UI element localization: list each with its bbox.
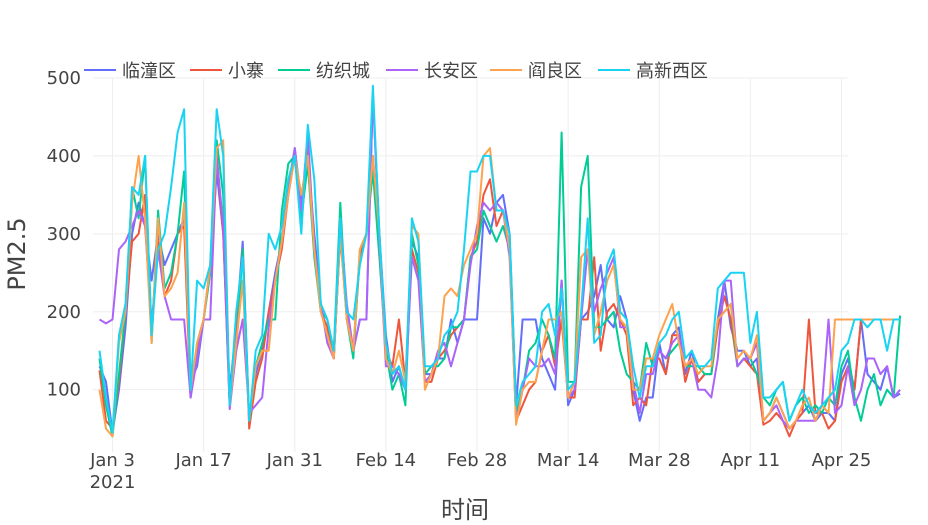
legend-label: 临潼区: [122, 61, 176, 82]
grid-lines: [93, 77, 848, 452]
legend-item[interactable]: 临潼区: [84, 61, 176, 82]
x-tick-label: Jan 31: [266, 450, 323, 471]
y-tick-label: 100: [47, 380, 81, 401]
y-tick-label: 300: [47, 224, 81, 245]
legend-item[interactable]: 高新西区: [598, 61, 708, 82]
legend-label: 高新西区: [636, 61, 708, 82]
legend-item[interactable]: 小寨: [190, 61, 264, 82]
legend-item[interactable]: 阎良区: [490, 61, 582, 82]
legend-label: 长安区: [424, 61, 478, 82]
series-lines: [98, 84, 902, 438]
x-tick-label: Jan 3: [89, 450, 135, 471]
x-tick-label: Jan 17: [174, 450, 231, 471]
legend[interactable]: 临潼区 小寨 纺织城 长安区 阎良区 高新西区: [84, 61, 708, 82]
x-tick-label: Feb 28: [447, 450, 508, 471]
series-line-5: [98, 84, 901, 434]
y-axis-ticks: 100 200 300 400 500: [47, 68, 81, 401]
x-tick-label: Apr 11: [720, 450, 780, 471]
y-tick-label: 200: [47, 302, 81, 323]
legend-label: 阎良区: [528, 61, 582, 82]
legend-label: 小寨: [228, 61, 264, 82]
x-tick-label: Mar 14: [537, 450, 600, 471]
legend-item[interactable]: 长安区: [386, 61, 478, 82]
x-tick-label: Mar 28: [628, 450, 691, 471]
legend-label: 纺织城: [316, 61, 370, 82]
y-tick-label: 500: [47, 68, 81, 89]
legend-item[interactable]: 纺织城: [278, 61, 370, 82]
y-tick-label: 400: [47, 146, 81, 167]
x-tick-label: Feb 14: [356, 450, 417, 471]
y-axis-title: PM2.5: [3, 217, 31, 290]
x-axis-title: 时间: [441, 496, 489, 524]
x-tick-sublabel: 2021: [90, 472, 136, 493]
x-tick-label: Apr 25: [812, 450, 872, 471]
